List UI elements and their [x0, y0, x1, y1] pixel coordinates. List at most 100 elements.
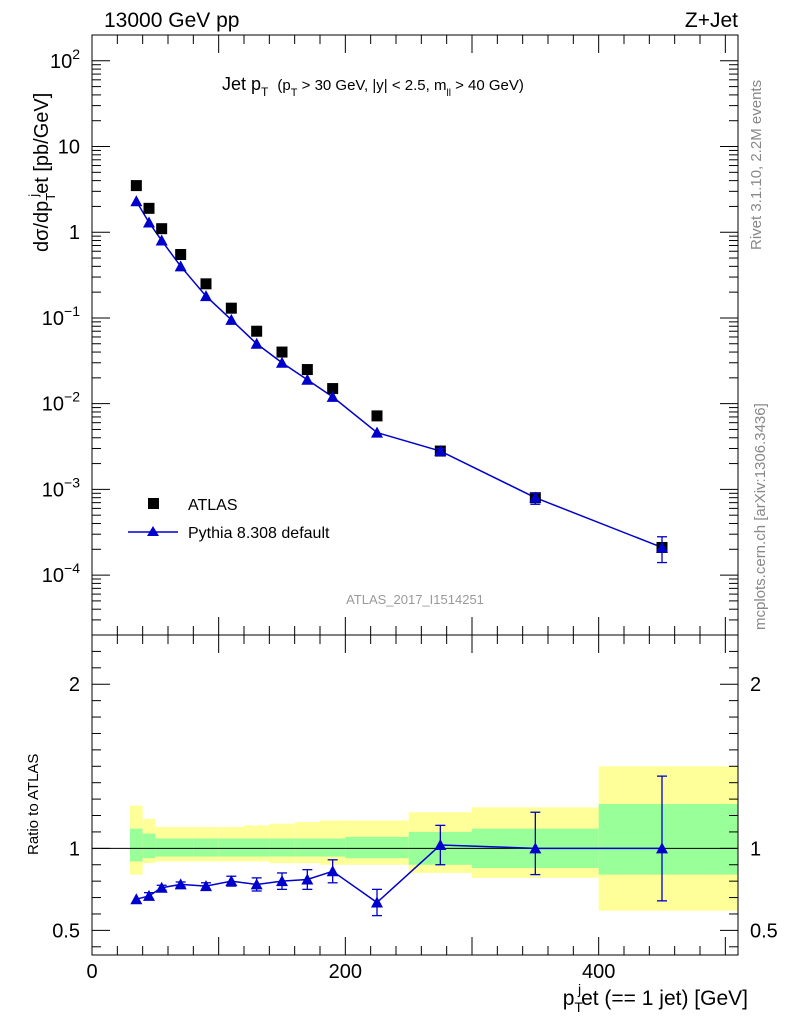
- ratio-band-inner: [218, 838, 244, 857]
- ratio-band-inner: [142, 833, 156, 859]
- xlabel-a-sup: j: [577, 981, 581, 997]
- ratio-mc-point: [174, 878, 187, 890]
- atlas-point: [200, 278, 212, 290]
- ratio-mc-line: [136, 844, 662, 904]
- atlas-point: [225, 302, 237, 314]
- legend-atlas-label: ATLAS: [188, 497, 238, 514]
- mc-point: [371, 426, 383, 438]
- title-cut-a-sub: T: [291, 87, 298, 99]
- ratio-band-inner: [294, 838, 320, 857]
- atlas-point: [130, 180, 142, 192]
- ratio-xlabel: pTjet (== 1 jet) [GeV]: [563, 981, 748, 1015]
- title-main-sub: T: [261, 85, 269, 99]
- mc-point: [326, 390, 339, 402]
- ratio-band-inner: [168, 838, 194, 857]
- main-title: Jet pT (pT > 30 GeV, |y| < 2.5, mll > 40…: [222, 74, 524, 100]
- ratio-mc-point: [130, 893, 143, 905]
- y-tick-label: 1: [69, 222, 80, 244]
- ylabel-a-sub: T: [43, 193, 58, 201]
- xlabel-b: et (== 1 jet) [GeV]: [581, 987, 748, 1010]
- ratio-mc-point: [301, 873, 314, 885]
- y-tick-label-base: 1: [69, 222, 80, 244]
- ratio-x-tick-label: 0: [86, 961, 97, 983]
- header-right: Z+Jet: [685, 9, 738, 32]
- ratio-y-tick-label-left: 1: [69, 838, 80, 860]
- atlas-point: [301, 364, 313, 376]
- ratio-mc-point: [155, 881, 168, 893]
- ratio-mc-point: [434, 839, 447, 851]
- ratio-band-inner: [345, 836, 409, 859]
- y-tick-label-base: 10: [42, 565, 64, 587]
- ratio-y-tick-label-left: 0.5: [52, 920, 80, 942]
- atlas-point: [156, 223, 168, 235]
- legend: ATLAS Pythia 8.308 default: [128, 497, 330, 542]
- ratio-mc-point: [143, 889, 155, 901]
- mc-line: [135, 200, 663, 549]
- y-tick-label-base: 10: [42, 394, 64, 416]
- ratio-ticks: 0.5 0.5 1 1 2 2 0 200 400: [52, 635, 778, 983]
- ratio-mc-point: [200, 880, 212, 892]
- mc-point: [225, 313, 238, 325]
- title-cut-a: (p: [277, 77, 290, 94]
- title-main: Jet p: [222, 74, 261, 94]
- y-tick-label: 10−2: [42, 389, 80, 416]
- atlas-point: [175, 248, 187, 260]
- y-tick-label: 10−1: [42, 303, 80, 330]
- ratio-band-inner: [244, 838, 270, 857]
- mc-point: [301, 373, 314, 385]
- ratio-mc-point: [529, 842, 542, 854]
- y-tick-label: 10: [58, 137, 80, 159]
- y-tick-label: 10−3: [42, 474, 80, 501]
- legend-mc-marker: [147, 526, 159, 536]
- ratio-band-inner: [155, 838, 168, 857]
- ratio-ylabel: Ratio to ATLAS: [25, 754, 42, 855]
- main-series: [130, 180, 668, 564]
- y-tick-label: 10−4: [42, 560, 80, 587]
- rivet-label: Rivet 3.1.10, 2.2M events: [748, 80, 765, 250]
- ratio-x-tick-label: 200: [329, 961, 362, 983]
- header-left: 13000 GeV pp: [104, 9, 239, 32]
- y-tick-label-exp: 2: [72, 46, 80, 62]
- atlas-point: [251, 325, 263, 337]
- ratio-mc-point: [656, 842, 668, 854]
- mc-point: [143, 216, 155, 228]
- title-cut-b: > 30 GeV, |y| < 2.5, m: [297, 77, 446, 94]
- y-tick-label-base: 10: [58, 137, 80, 159]
- mc-point: [529, 491, 542, 503]
- title-cut-c: > 40 GeV): [451, 77, 524, 94]
- y-tick-label-exp: −3: [64, 474, 80, 490]
- ylabel-b: et [pb/GeV]: [31, 93, 53, 194]
- watermark: ATLAS_2017_I1514251: [346, 592, 484, 607]
- legend-atlas-marker: [148, 498, 159, 509]
- ratio-mc-point: [250, 878, 263, 890]
- y-tick-label-base: 10: [42, 479, 64, 501]
- ylabel-a: dσ/dp: [31, 201, 53, 252]
- y-tick-label: 102: [50, 46, 80, 73]
- mc-point: [656, 541, 668, 553]
- mc-point: [155, 234, 168, 246]
- ratio-y-tick-label-left: 2: [69, 674, 80, 696]
- ratio-bands: [130, 766, 738, 911]
- main-frame: [91, 34, 739, 636]
- main-ylabel: dσ/dpTjet [pb/GeV]: [26, 93, 58, 252]
- ratio-band-inner: [269, 838, 295, 857]
- ratio-band-inner: [193, 838, 219, 857]
- ratio-mc-point: [276, 875, 288, 887]
- mc-point: [276, 356, 288, 368]
- ratio-band-inner: [320, 838, 346, 857]
- ratio-mc-point: [371, 896, 383, 908]
- mc-point: [200, 290, 212, 302]
- ratio-panel: 0.5 0.5 1 1 2 2 0 200 400 Ratio to ATLAS pTjet (…: [25, 634, 778, 1015]
- ratio-band-inner: [598, 804, 738, 875]
- ratio-y-tick-label-right: 2: [750, 674, 761, 696]
- legend-mc-label: Pythia 8.308 default: [188, 525, 330, 542]
- ratio-mc-point: [326, 865, 339, 877]
- ratio-y-tick-label-right: 1: [750, 838, 761, 860]
- ratio-band-inner: [130, 828, 143, 862]
- mc-point: [434, 445, 447, 457]
- ylabel-a-sup: j: [26, 194, 41, 198]
- atlas-point: [276, 346, 288, 358]
